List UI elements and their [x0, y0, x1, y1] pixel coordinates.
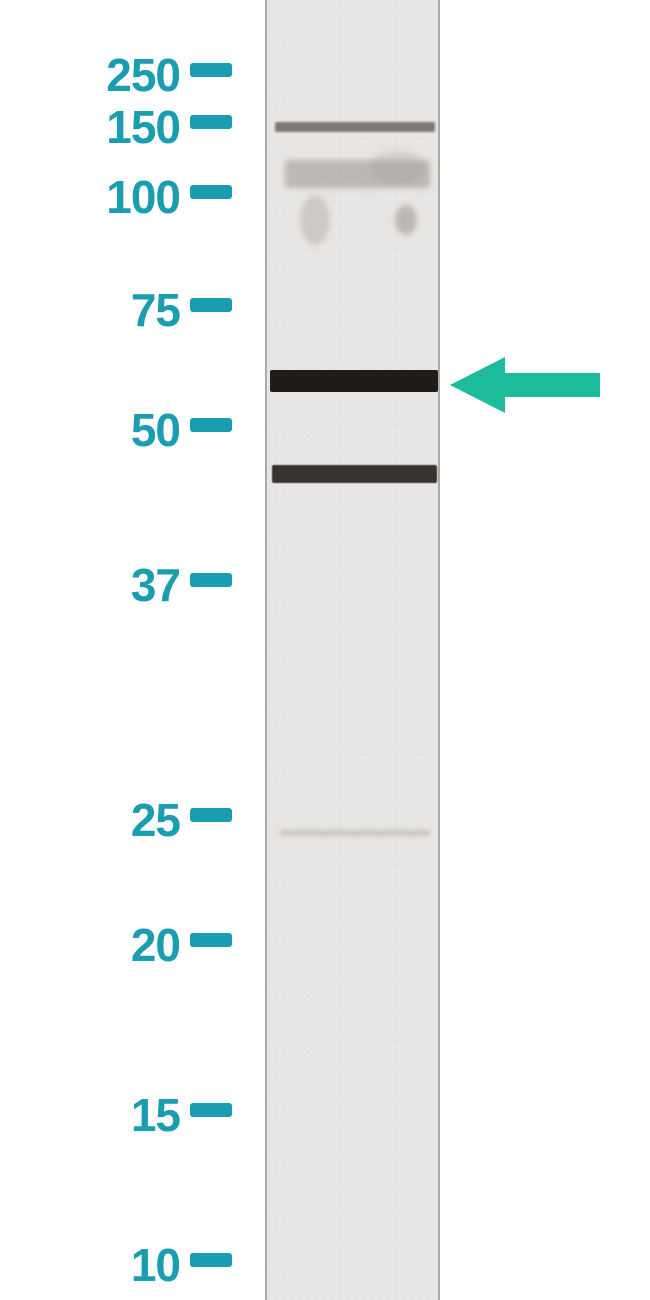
- mw-tick-150: [190, 115, 232, 129]
- smudge-2: [395, 205, 417, 235]
- mw-label-15: 15: [131, 1088, 180, 1142]
- mw-label-250: 250: [106, 48, 180, 102]
- mw-label-50: 50: [131, 403, 180, 457]
- mw-tick-10: [190, 1253, 232, 1267]
- arrow-shape: [450, 357, 600, 413]
- mw-tick-15: [190, 1103, 232, 1117]
- mw-label-37: 37: [131, 558, 180, 612]
- mw-label-10: 10: [131, 1238, 180, 1292]
- protein-band-4: [280, 830, 430, 836]
- protein-band-3: [272, 465, 437, 483]
- mw-tick-25: [190, 808, 232, 822]
- mw-label-75: 75: [131, 283, 180, 337]
- blot-lane: [265, 0, 440, 1300]
- lane-noise-texture: [267, 0, 438, 1300]
- mw-label-25: 25: [131, 793, 180, 847]
- mw-tick-20: [190, 933, 232, 947]
- mw-tick-100: [190, 185, 232, 199]
- mw-tick-50: [190, 418, 232, 432]
- mw-tick-250: [190, 63, 232, 77]
- mw-label-20: 20: [131, 918, 180, 972]
- protein-band-2: [270, 370, 438, 392]
- western-blot-figure: 250150 100 75 50 37 25 20 15 10: [0, 0, 650, 1300]
- smudge-0: [300, 195, 330, 245]
- mw-tick-75: [190, 298, 232, 312]
- protein-band-0: [275, 122, 435, 132]
- mw-label-100: 100: [106, 170, 180, 224]
- mw-tick-37: [190, 573, 232, 587]
- protein-band-1: [285, 160, 430, 188]
- indicator-arrow: [450, 355, 600, 415]
- mw-label-150: 150: [106, 100, 180, 154]
